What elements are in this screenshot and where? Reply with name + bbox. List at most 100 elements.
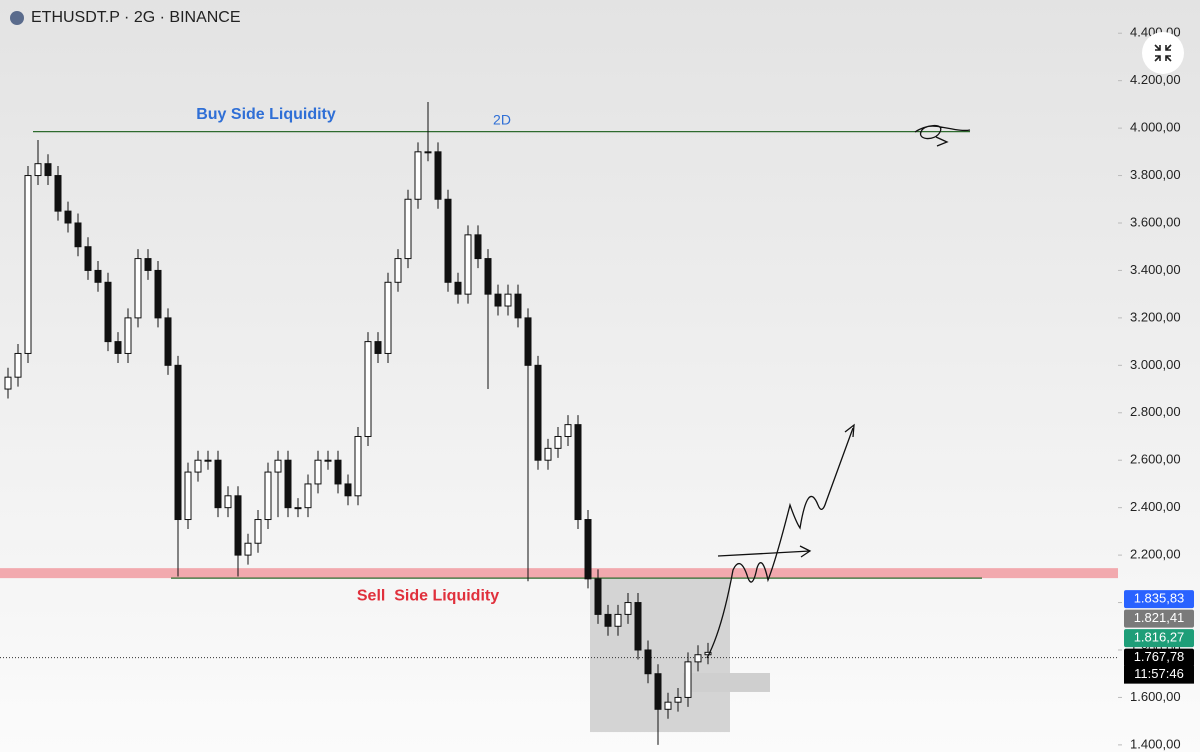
candle-body: [574, 424, 582, 521]
candle-body: [164, 317, 172, 366]
y-tick-label: 1.600,00: [1130, 689, 1181, 704]
candle: [534, 355, 542, 470]
candle: [34, 139, 42, 186]
fullscreen-button[interactable]: [1142, 32, 1184, 74]
candle-body: [534, 364, 542, 461]
candle-body: [384, 281, 392, 354]
candle-body: [264, 471, 272, 521]
candle: [94, 260, 102, 292]
candle-body: [244, 542, 252, 556]
candle: [104, 272, 112, 352]
candle: [684, 652, 692, 707]
arrow-head: [844, 423, 855, 438]
price-marker-label: 1.821,41: [1134, 610, 1185, 625]
candle: [404, 189, 412, 269]
candle-body: [484, 258, 492, 295]
candle-body: [64, 210, 72, 224]
candle-body: [624, 602, 632, 615]
countdown-box: [1124, 665, 1194, 684]
candle: [174, 355, 182, 577]
candle: [344, 474, 352, 506]
candle-body: [74, 222, 82, 248]
candle: [654, 664, 662, 745]
price-marker: [1124, 609, 1194, 628]
candle-body: [394, 258, 402, 283]
candle-body: [274, 459, 282, 473]
candle-body: [94, 269, 102, 283]
candle-body: [194, 459, 202, 473]
y-tick-label: 2.600,00: [1130, 452, 1181, 467]
candle-body: [24, 175, 32, 354]
candle-body: [254, 519, 262, 544]
small-zone: [683, 673, 770, 692]
candle: [424, 102, 432, 162]
candle: [464, 225, 472, 304]
timeframe-label: 2D: [493, 111, 511, 127]
candle: [394, 249, 402, 292]
candle-body: [54, 175, 62, 212]
candle: [314, 450, 322, 494]
candle: [214, 450, 222, 518]
candle: [64, 201, 72, 233]
candle: [294, 498, 302, 518]
y-tick-label: 3.600,00: [1130, 214, 1181, 229]
price-marker: [1124, 648, 1194, 667]
arrow-head: [799, 545, 812, 558]
candle-body: [14, 352, 22, 378]
candle-body: [504, 293, 512, 307]
candle: [274, 450, 282, 518]
liquidity-band: [0, 568, 1118, 579]
y-tick-label: 4.200,00: [1130, 72, 1181, 87]
y-tick-label: 3.400,00: [1130, 262, 1181, 277]
candle: [54, 166, 62, 221]
candle-body: [364, 341, 372, 437]
candle-body: [124, 317, 132, 354]
candle-body: [564, 424, 572, 437]
chart-title: ETHUSDT.P · 2G · BINANCE: [31, 9, 241, 26]
y-tick-label: 2.200,00: [1130, 547, 1181, 562]
candle: [264, 462, 272, 530]
y-tick-label: 2.800,00: [1130, 404, 1181, 419]
candle-body: [224, 495, 232, 509]
candle: [514, 284, 522, 328]
projection-path: [706, 427, 854, 659]
y-tick-label: 4.000,00: [1130, 120, 1181, 135]
hand-drawings: [706, 124, 971, 659]
sweep-mark: [914, 124, 971, 140]
candle: [524, 308, 532, 582]
candle-body: [304, 483, 312, 509]
y-tick-label: 2.400,00: [1130, 499, 1181, 514]
candle-body: [354, 435, 362, 497]
candle-body: [314, 459, 322, 485]
symbol-icon: [10, 11, 24, 25]
candle-body: [44, 163, 52, 177]
candle: [444, 189, 452, 292]
candle: [84, 237, 92, 280]
candle-body: [284, 459, 292, 509]
candle-body: [654, 673, 662, 710]
plot: Buy Side Liquidity 2D Sell Side Liquidity: [0, 102, 1118, 745]
candle-body: [234, 495, 242, 556]
buy-side-label: Buy Side Liquidity: [196, 106, 336, 123]
candle: [164, 308, 172, 375]
candle: [604, 604, 612, 636]
candle: [124, 308, 132, 363]
candle: [254, 510, 262, 553]
candle-body: [544, 447, 552, 461]
candle: [414, 142, 422, 209]
candle-body: [294, 507, 302, 510]
candle: [564, 415, 572, 446]
candle-body: [424, 151, 432, 154]
candle-body: [464, 234, 472, 295]
candle: [304, 474, 312, 518]
candle-body: [324, 459, 332, 462]
candle-body: [104, 281, 112, 343]
candle: [584, 510, 592, 589]
candle: [374, 332, 382, 363]
candle-body: [214, 459, 222, 509]
candle: [614, 604, 622, 636]
candle: [334, 450, 342, 494]
candle-body: [554, 435, 562, 449]
